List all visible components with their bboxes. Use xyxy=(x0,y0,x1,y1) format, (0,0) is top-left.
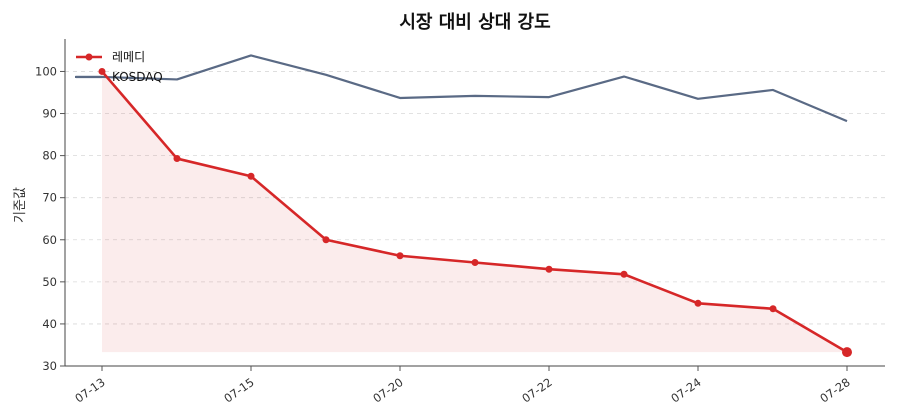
axes xyxy=(64,39,885,367)
x-tick-label: 07-20 xyxy=(370,375,405,406)
x-tick-label: 07-15 xyxy=(221,375,256,406)
y-tick-label: 80 xyxy=(42,149,57,163)
grid xyxy=(65,71,885,367)
legend-marker-remedi xyxy=(85,53,93,61)
data-point xyxy=(545,265,553,273)
data-point xyxy=(173,155,181,163)
data-point xyxy=(247,172,255,180)
x-tick-label: 07-28 xyxy=(817,375,852,406)
y-tick-label: 100 xyxy=(35,64,57,78)
area-layer xyxy=(102,71,847,353)
y-tick-label: 90 xyxy=(42,107,57,121)
legend: 레메디 KOSDAQ xyxy=(76,50,163,84)
y-tick-label: 30 xyxy=(42,359,57,373)
data-point xyxy=(694,299,702,307)
x-axis-ticks: 07-13 07-15 07-20 07-22 07-24 07-28 xyxy=(72,366,853,406)
data-point xyxy=(322,236,330,244)
y-tick-label: 70 xyxy=(42,191,57,205)
y-axis-ticks: 30 40 50 60 70 80 90 100 xyxy=(35,64,65,373)
legend-label-kosdaq: KOSDAQ xyxy=(112,70,163,84)
y-tick-label: 40 xyxy=(42,317,57,331)
data-point xyxy=(396,252,404,260)
series-layer xyxy=(75,54,852,358)
data-point xyxy=(842,347,852,358)
y-axis-label: 기준값 xyxy=(13,187,28,223)
x-tick-label: 07-24 xyxy=(668,375,703,406)
data-point xyxy=(98,67,106,75)
legend-label-remedi: 레메디 xyxy=(112,50,145,64)
data-point xyxy=(471,258,479,266)
chart-title: 시장 대비 상대 강도 xyxy=(399,12,550,33)
y-tick-label: 60 xyxy=(42,233,57,247)
y-tick-label: 50 xyxy=(42,275,57,289)
series-line-kosdaq xyxy=(75,54,848,123)
data-point xyxy=(769,305,777,313)
series-area-fill xyxy=(102,71,847,353)
x-tick-label: 07-22 xyxy=(519,375,554,406)
x-tick-label: 07-13 xyxy=(72,375,107,406)
data-point xyxy=(620,270,628,278)
